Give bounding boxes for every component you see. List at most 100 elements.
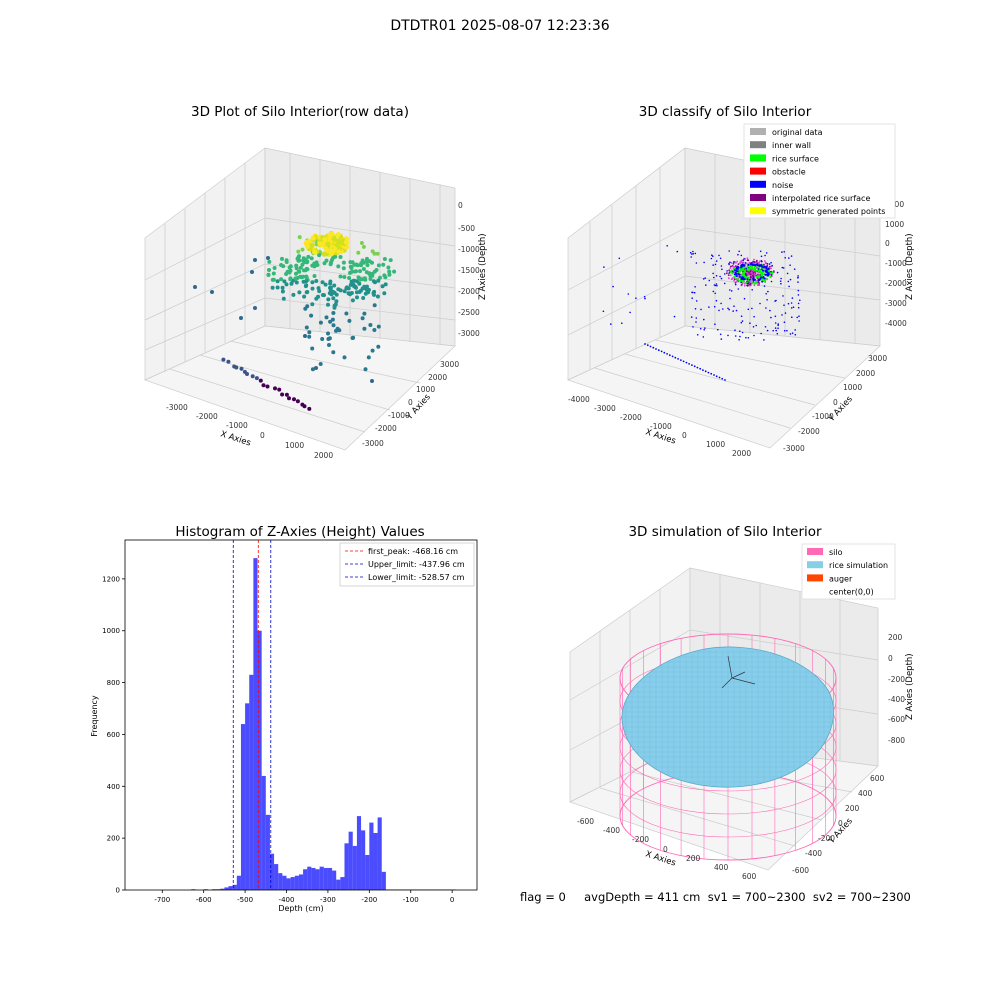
p2-ztick-1: 1000 <box>885 220 904 229</box>
p2-point <box>689 251 692 254</box>
p2-point <box>668 354 671 357</box>
p1-point <box>310 280 315 285</box>
p1-point <box>267 259 272 264</box>
p2-point <box>784 257 786 259</box>
p2-point <box>783 329 786 332</box>
p2-point <box>794 333 797 336</box>
p2-point <box>743 270 747 273</box>
p1-point <box>309 242 315 248</box>
p4-legend-label: rice simulation <box>829 561 888 570</box>
p4-xtick-5: 400 <box>714 863 729 872</box>
p1-point <box>336 249 342 255</box>
p2-legend-label: symmetric generated points <box>772 207 885 216</box>
p1-point <box>289 281 294 286</box>
p2-point <box>696 334 699 336</box>
p1-point <box>280 289 285 294</box>
p1-zlabel: Z Axies (Depth) <box>478 233 488 300</box>
p1-point <box>335 232 341 238</box>
p2-point <box>760 273 763 276</box>
p2-point <box>749 284 751 287</box>
p4-ytick-2: 200 <box>845 804 860 813</box>
p2-point <box>753 269 757 272</box>
p2-point <box>730 271 733 274</box>
p2-point <box>749 278 751 281</box>
p2-point <box>740 264 743 267</box>
p1-point <box>282 279 287 284</box>
p2-point <box>690 256 692 258</box>
histogram-bar <box>311 867 316 890</box>
p2-point <box>780 277 782 280</box>
p1-point <box>330 317 335 322</box>
p2-point <box>743 284 746 287</box>
p2-point <box>757 261 760 264</box>
p2-point <box>713 276 715 279</box>
p2-legend-label: interpolated rice surface <box>772 194 870 203</box>
p1-point <box>303 334 307 338</box>
p2-point <box>759 264 761 266</box>
p2-point <box>743 297 746 300</box>
p1-point <box>266 273 271 277</box>
p2-point <box>740 321 743 324</box>
p2-ytick-2: 1000 <box>843 383 862 392</box>
p2-point <box>721 268 723 271</box>
p1-point <box>271 271 276 276</box>
p2-point <box>691 364 693 366</box>
p2-point <box>767 272 770 275</box>
p1-point <box>387 269 392 274</box>
p2-point <box>745 336 747 339</box>
p2-point <box>797 289 800 292</box>
p1-point <box>303 306 308 311</box>
panel1-axes-box <box>144 147 456 451</box>
p2-point <box>777 323 779 325</box>
histogram-bar <box>253 558 258 890</box>
p2-point <box>797 294 800 296</box>
p2-point <box>757 268 760 270</box>
p1-point <box>239 366 244 371</box>
p2-point <box>718 254 720 257</box>
p2-point <box>765 266 768 268</box>
p4-ytick-4: -200 <box>818 834 835 843</box>
histogram-bar <box>278 873 283 890</box>
p2-point <box>737 288 740 290</box>
histogram-bar <box>377 817 382 890</box>
p2-point <box>685 361 688 364</box>
p2-point <box>787 280 790 283</box>
p1-point <box>312 274 317 278</box>
p1-point <box>310 263 315 268</box>
histogram-bar <box>315 869 320 890</box>
p2-point <box>746 278 749 281</box>
p1-point <box>221 357 226 362</box>
p2-point <box>763 285 766 287</box>
p1-point <box>294 280 299 285</box>
p2-legend-swatch <box>750 141 766 149</box>
p2-point <box>761 268 763 270</box>
p2-point <box>798 315 800 318</box>
p2-point <box>666 353 668 355</box>
p2-point <box>770 316 772 319</box>
p2-point <box>755 324 757 327</box>
histogram-bar <box>369 822 374 890</box>
p2-point <box>752 260 755 263</box>
histogram-ytick-label: 400 <box>107 783 120 791</box>
p2-point <box>765 270 768 272</box>
p4-legend-swatch <box>807 574 823 582</box>
p2-point <box>767 273 770 276</box>
p2-point <box>769 275 772 279</box>
p2-point <box>693 291 696 294</box>
p2-ztick-5: -3000 <box>885 299 907 308</box>
p2-point <box>660 350 663 353</box>
histogram-xtick-label: -300 <box>320 896 336 904</box>
p1-point <box>250 270 254 274</box>
p1-point <box>305 290 310 294</box>
p2-point <box>720 265 723 267</box>
p1-point <box>258 378 263 383</box>
p2-point <box>729 289 731 291</box>
p1-point <box>331 296 336 301</box>
p2-point <box>765 267 768 270</box>
p2-legend-label: inner wall <box>772 141 811 150</box>
p2-point <box>690 316 693 318</box>
p1-point <box>316 286 321 291</box>
p2-point <box>782 295 784 297</box>
